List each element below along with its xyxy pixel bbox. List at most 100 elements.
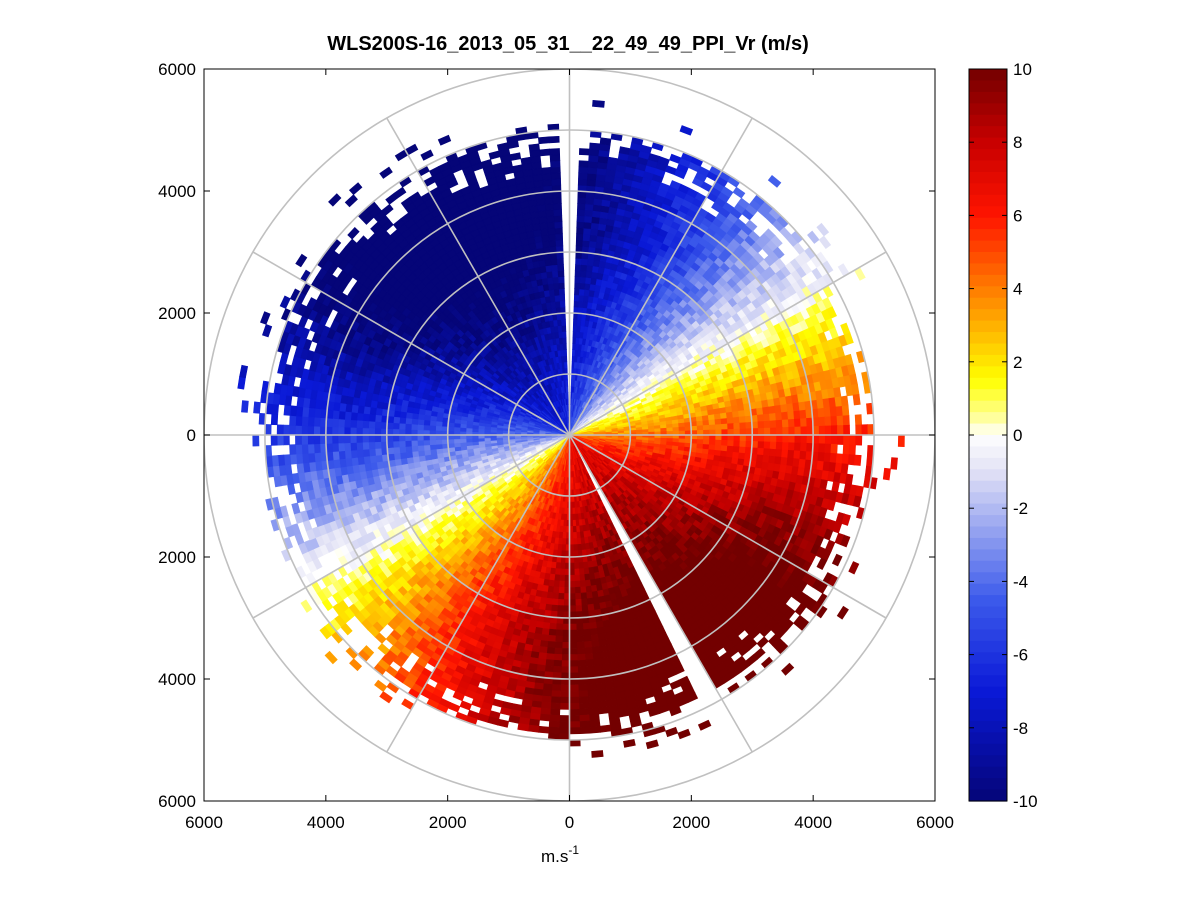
velocity-cell [588,621,597,630]
velocity-cell [569,587,576,594]
velocity-cell [591,750,604,758]
velocity-cell [781,419,790,428]
velocity-cell [560,672,570,680]
velocity-cell [830,425,838,436]
velocity-cell [719,412,728,420]
velocity-cell [578,166,589,174]
velocity-cell [561,654,570,662]
velocity-cell [557,592,565,600]
velocity-cell [569,715,580,723]
velocity-cell [582,233,591,242]
velocity-cell [762,455,770,464]
velocity-cell [781,449,789,459]
velocity-cell [575,605,583,613]
velocity-cell [553,580,560,588]
velocity-cell [787,418,796,428]
velocity-cell [890,457,898,470]
velocity-cell [733,434,741,442]
velocity-cell [739,428,747,436]
velocity-cell [848,444,856,456]
velocity-cell [708,419,716,426]
velocity-cell [569,666,579,674]
velocity-cell [584,215,593,224]
velocity-cell [559,702,570,710]
velocity-cell [577,196,587,205]
velocity-cell [660,427,668,433]
velocity-cell [599,724,612,733]
velocity-cell [574,276,581,284]
velocity-cell [549,708,561,716]
velocity-cell [559,568,566,576]
velocity-cell [578,172,589,180]
velocity-cell [576,647,586,655]
velocity-cell [818,416,826,427]
velocity-cell [569,611,577,619]
velocity-cell [739,422,747,430]
velocity-cell [806,426,814,436]
velocity-cell [897,434,905,448]
velocity-cell [558,727,570,735]
velocity-cell [584,646,593,655]
velocity-cell [517,723,530,732]
velocity-cell [548,726,560,735]
velocity-cell [539,713,551,722]
velocity-cell [775,412,783,421]
velocity-cell [588,707,600,716]
velocity-cell [708,439,716,446]
velocity-cell [551,598,559,606]
velocity-cell [732,416,741,424]
velocity-cell [577,684,588,692]
velocity-cell [837,434,844,445]
velocity-cell [840,395,849,407]
velocity-cell [555,629,564,637]
velocity-cell [714,424,723,431]
velocity-cell [800,442,808,452]
velocity-cell [588,154,600,163]
velocity-cell [733,428,741,436]
velocity-cell [587,166,598,175]
velocity-cell [775,419,783,429]
velocity-cell [578,562,584,570]
velocity-cell [578,574,586,582]
velocity-cell [549,714,561,722]
velocity-cell [837,425,844,436]
velocity-cell [763,434,771,443]
velocity-cell [586,683,597,691]
velocity-cell [569,721,581,729]
velocity-field [237,99,905,758]
velocity-cell [563,593,570,601]
velocity-cell [545,597,553,606]
velocity-cell [559,562,566,570]
velocity-cell [830,415,838,427]
velocity-cell [578,714,590,722]
velocity-cell [548,628,557,637]
velocity-cell [575,623,584,631]
velocity-cell [583,634,592,643]
velocity-cell [576,221,585,229]
velocity-cell [793,410,801,420]
velocity-cell [587,695,598,704]
velocity-cell [560,666,570,674]
velocity-cell [562,605,570,613]
velocity-cell [569,605,577,613]
velocity-cell [767,174,782,188]
velocity-cell [587,701,599,710]
velocity-cell [559,715,570,723]
velocity-cell [586,597,594,606]
velocity-cell [678,422,686,428]
velocity-cell [851,383,860,396]
velocity-cell [574,288,581,296]
velocity-cell [574,282,581,290]
velocity-cell [546,640,556,649]
velocity-cell [537,725,550,734]
velocity-cell [574,592,582,600]
velocity-cell [576,215,586,223]
velocity-cell [572,544,578,552]
velocity-cell [727,434,735,442]
velocity-cell [562,629,570,637]
velocity-cell [720,418,728,425]
velocity-cell [854,414,863,426]
velocity-cell [569,660,578,668]
velocity-cell [757,441,765,449]
